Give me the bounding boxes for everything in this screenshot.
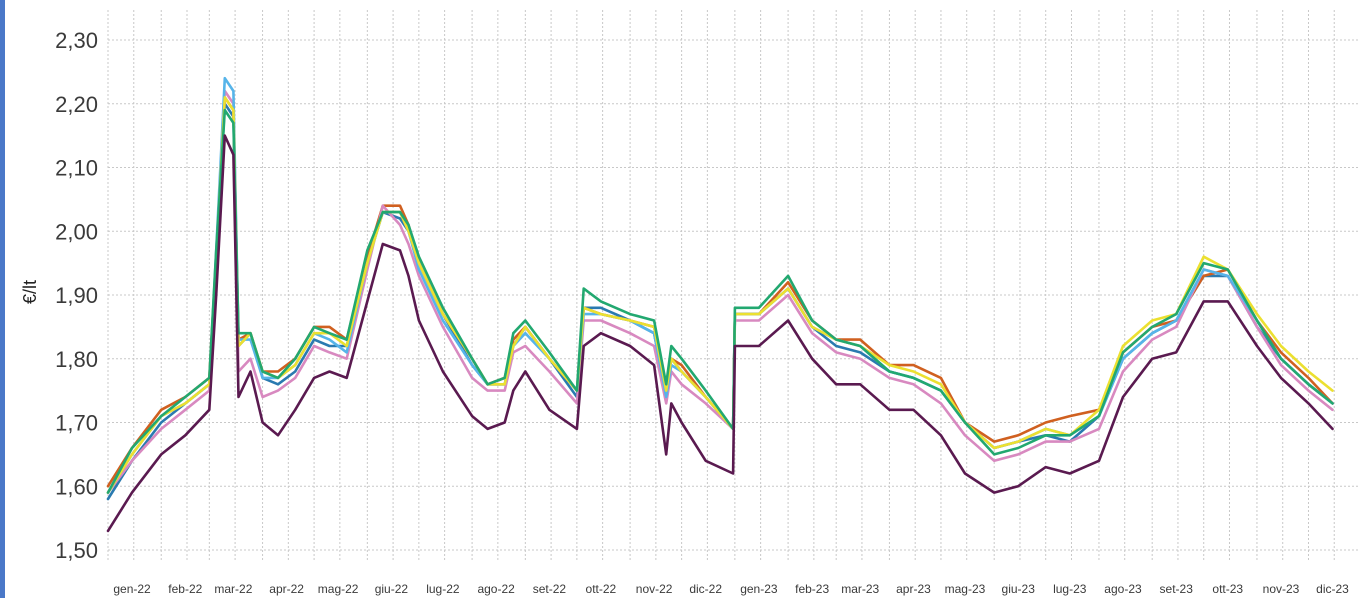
y-tick-label: 2,10 (55, 156, 98, 181)
y-axis-label: €/lt (20, 280, 40, 304)
x-tick-label: mar-23 (841, 582, 879, 596)
x-tick-label: giu-22 (375, 582, 409, 596)
y-tick-label: 1,70 (55, 411, 98, 436)
x-tick-label: giu-23 (1002, 582, 1036, 596)
x-tick-label: mag-23 (945, 582, 986, 596)
x-tick-label: feb-22 (168, 582, 202, 596)
x-tick-label: ott-22 (586, 582, 617, 596)
x-tick-label: apr-23 (896, 582, 931, 596)
x-tick-label: apr-22 (269, 582, 304, 596)
x-tick-label: dic-22 (689, 582, 722, 596)
series-lines (106, 76, 1334, 533)
left-edge-bar (0, 0, 5, 598)
series-line-1 (106, 102, 1334, 501)
y-tick-label: 2,30 (55, 28, 98, 53)
y-tick-label: 2,00 (55, 219, 98, 244)
x-tick-label: nov-23 (1263, 582, 1300, 596)
y-tick-label: 1,80 (55, 347, 98, 372)
y-tick-label: 1,60 (55, 474, 98, 499)
x-tick-label: gen-22 (113, 582, 151, 596)
x-tick-label: ott-23 (1212, 582, 1243, 596)
x-tick-label: feb-23 (795, 582, 829, 596)
y-tick-label: 1,90 (55, 283, 98, 308)
x-tick-label: lug-23 (1053, 582, 1087, 596)
series-line-4 (106, 76, 1334, 494)
series-line-7 (106, 134, 1334, 533)
y-tick-label: 1,50 (55, 538, 98, 563)
x-tick-label: ago-23 (1104, 582, 1142, 596)
x-tick-label: dic-23 (1316, 582, 1349, 596)
y-axis-ticks: 1,50 1,60 1,70 1,80 1,90 2,00 2,10 2,20 2,30 (55, 28, 98, 563)
x-tick-label: set-23 (1160, 582, 1194, 596)
x-tick-label: mar-22 (214, 582, 252, 596)
x-tick-label: gen-23 (740, 582, 778, 596)
grid (107, 10, 1360, 560)
series-line-6 (106, 108, 1334, 494)
y-tick-label: 2,20 (55, 92, 98, 117)
x-tick-label: mag-22 (318, 582, 359, 596)
x-tick-label: nov-22 (636, 582, 673, 596)
series-line-3 (106, 89, 1334, 494)
series-line-2 (106, 96, 1334, 488)
x-axis-ticks: gen-22 feb-22 mar-22 apr-22 mag-22 giu-22 lug-… (113, 582, 1349, 596)
x-tick-label: set-22 (533, 582, 567, 596)
x-tick-label: lug-22 (426, 582, 460, 596)
x-tick-label: ago-22 (477, 582, 515, 596)
